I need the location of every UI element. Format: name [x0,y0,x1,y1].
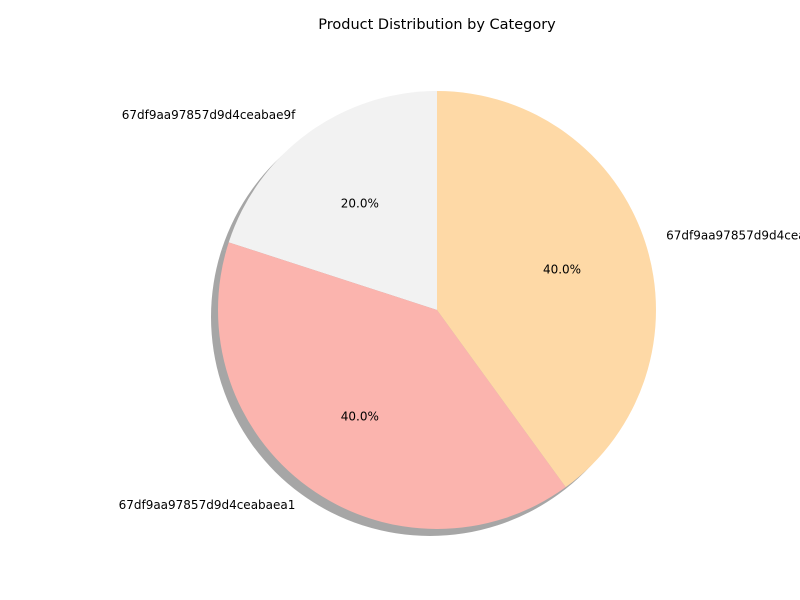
slice-category-label: 67df9aa97857d9d4ceabae9f [122,108,296,122]
slice-percent-label: 20.0% [341,197,379,211]
slice-percent-label: 40.0% [543,262,581,276]
pie-slice [218,242,566,529]
slice-percent-label: 40.0% [341,409,379,423]
pie-slice [228,91,437,310]
slice-category-label: 67df9aa97857d9d4ceabaea1 [119,498,296,512]
pie-labels: 67df9aa97857d9d4ceabae9f 20.0% 67df9aa9785… [119,108,800,512]
pie-slice [437,91,656,488]
slice-category-label: 67df9aa97857d9d4ceabaea2 [666,229,800,243]
pie-slices [218,91,656,529]
chart-title: Product Distribution by Category [318,17,556,33]
